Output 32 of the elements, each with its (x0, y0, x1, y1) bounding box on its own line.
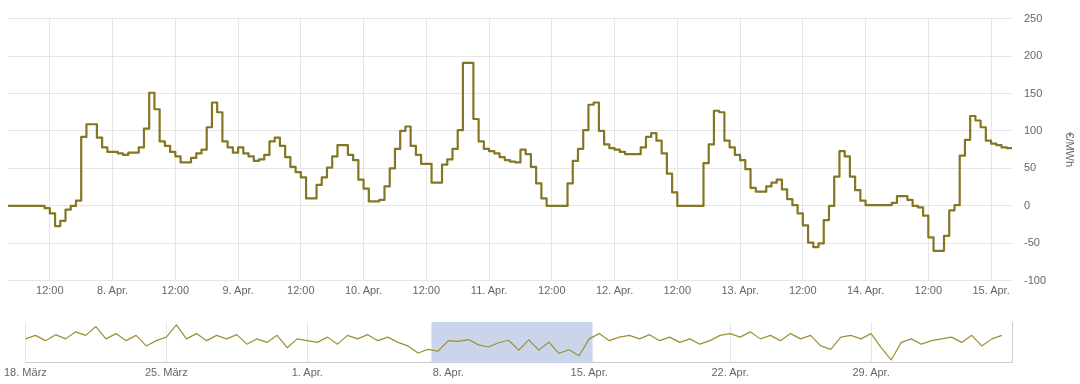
x-tick-label: 8. Apr. (432, 366, 464, 379)
x-tick-label: 12:00 (663, 284, 692, 297)
x-tick-label: 12:00 (161, 284, 190, 297)
y-tick-label: 200 (1024, 49, 1043, 62)
x-tick-label: 12:00 (538, 284, 566, 297)
x-tick-label: 12:00 (412, 284, 441, 297)
y-tick-label: -100 (1024, 273, 1047, 286)
y-tick-label: 0 (1024, 198, 1031, 211)
x-tick-label: 11. Apr. (470, 284, 508, 297)
x-tick-label: 15. Apr. (972, 284, 1010, 297)
x-tick-label: 8. Apr. (96, 284, 129, 297)
x-tick-label: 12:00 (789, 284, 817, 297)
x-tick-label: 29. Apr. (852, 366, 890, 379)
x-tick-label: 22. Apr. (711, 366, 749, 379)
x-tick-label: 12:00 (914, 284, 943, 297)
x-tick-label: 12:00 (287, 284, 315, 297)
x-tick-label: 12. Apr. (595, 284, 634, 297)
x-tick-label: 13. Apr. (721, 284, 759, 297)
x-tick-label: 12:00 (36, 284, 64, 297)
x-tick-label: 15. Apr. (570, 366, 608, 379)
x-tick-label: 1. Apr. (291, 366, 323, 379)
y-axis-title: €/MWh (1064, 132, 1077, 168)
x-tick-label: 18. März (4, 366, 47, 379)
x-tick-label: 14. Apr. (846, 284, 885, 297)
x-tick-label: 9. Apr. (222, 284, 254, 297)
y-tick-label: 250 (1024, 11, 1043, 24)
y-tick-label: 50 (1024, 161, 1037, 174)
y-tick-label: -50 (1024, 236, 1040, 249)
y-tick-label: 150 (1024, 86, 1043, 99)
x-tick-label: 10. Apr. (344, 284, 383, 297)
x-tick-label: 25. März (144, 366, 188, 379)
y-tick-label: 100 (1024, 124, 1043, 136)
